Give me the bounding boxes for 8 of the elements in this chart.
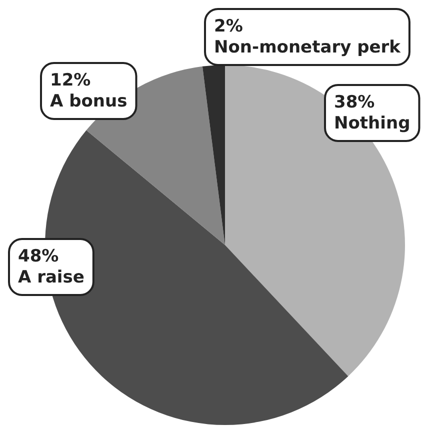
data-label: 2% bbox=[214, 16, 243, 36]
data-label: 12% bbox=[50, 70, 91, 90]
slice-label: A bonus bbox=[50, 92, 128, 112]
data-label: 38% bbox=[334, 92, 375, 112]
slice-label: Nothing bbox=[334, 114, 410, 134]
data-label: 48% bbox=[18, 246, 59, 266]
slice-label: A raise bbox=[18, 268, 84, 288]
slice-label: Non-monetary perk bbox=[214, 38, 402, 58]
